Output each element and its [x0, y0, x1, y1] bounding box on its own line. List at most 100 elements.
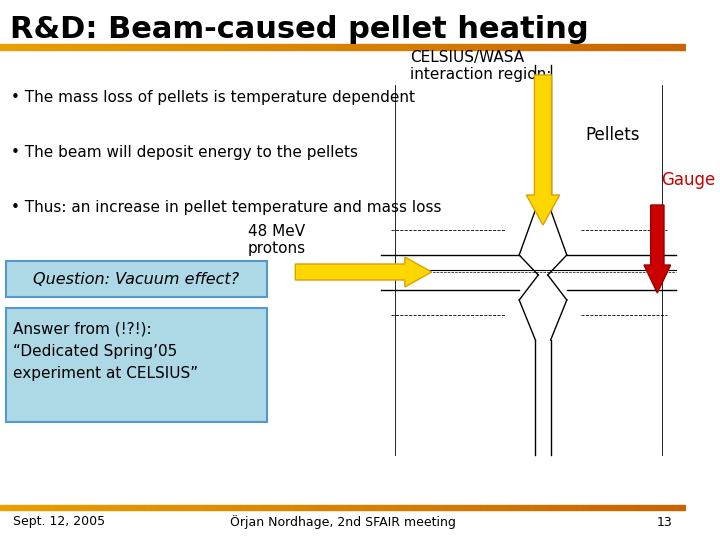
Bar — [274, 44, 282, 50]
Bar — [426, 44, 432, 50]
Bar — [391, 505, 398, 510]
Bar — [500, 505, 508, 510]
Bar — [398, 505, 405, 510]
Bar — [27, 505, 35, 510]
Text: Örjan Nordhage, 2nd SFAIR meeting: Örjan Nordhage, 2nd SFAIR meeting — [230, 515, 456, 529]
Bar — [7, 44, 14, 50]
Bar — [233, 44, 240, 50]
Bar — [329, 505, 336, 510]
Bar — [35, 44, 41, 50]
Bar — [384, 44, 391, 50]
Bar — [288, 44, 295, 50]
Bar — [343, 505, 350, 510]
Bar — [432, 505, 439, 510]
Bar — [514, 505, 521, 510]
Bar — [226, 505, 233, 510]
Bar — [21, 505, 27, 510]
Bar — [570, 44, 576, 50]
Bar — [261, 44, 268, 50]
FancyArrow shape — [295, 257, 431, 287]
FancyArrow shape — [644, 205, 670, 293]
Bar — [96, 44, 103, 50]
Bar — [199, 505, 206, 510]
Bar — [576, 44, 583, 50]
Text: • The mass loss of pellets is temperature dependent: • The mass loss of pellets is temperatur… — [12, 90, 415, 105]
Bar — [41, 44, 48, 50]
Bar — [302, 505, 309, 510]
Bar — [659, 44, 665, 50]
Bar — [514, 44, 521, 50]
Bar — [220, 505, 226, 510]
Bar — [151, 505, 158, 510]
Bar — [144, 505, 151, 510]
Bar — [398, 44, 405, 50]
Bar — [68, 505, 76, 510]
Bar — [473, 44, 480, 50]
Bar — [446, 505, 453, 510]
Bar — [103, 44, 109, 50]
Bar — [247, 505, 253, 510]
Bar — [55, 44, 62, 50]
Bar — [528, 44, 535, 50]
Bar — [35, 505, 41, 510]
Bar — [309, 505, 315, 510]
Bar — [123, 505, 130, 510]
Bar — [659, 505, 665, 510]
Bar — [82, 44, 89, 50]
Bar — [253, 505, 261, 510]
Bar — [487, 44, 494, 50]
Bar — [453, 44, 459, 50]
Bar — [418, 44, 426, 50]
Bar — [21, 44, 27, 50]
Bar — [679, 505, 686, 510]
Bar — [27, 44, 35, 50]
Bar — [576, 505, 583, 510]
Bar — [192, 505, 199, 510]
Bar — [138, 505, 144, 510]
Bar — [377, 44, 384, 50]
Bar — [323, 505, 329, 510]
Bar — [151, 44, 158, 50]
Bar — [597, 44, 603, 50]
Bar — [288, 505, 295, 510]
Bar — [315, 44, 323, 50]
Bar — [62, 505, 68, 510]
Bar — [268, 505, 274, 510]
Bar — [412, 44, 418, 50]
Bar — [192, 44, 199, 50]
Bar — [356, 505, 364, 510]
Bar — [644, 44, 652, 50]
Bar — [644, 505, 652, 510]
Bar — [467, 44, 473, 50]
Bar — [487, 505, 494, 510]
Bar — [185, 505, 192, 510]
Bar — [171, 44, 179, 50]
Bar — [542, 505, 549, 510]
Bar — [253, 44, 261, 50]
FancyBboxPatch shape — [6, 308, 266, 422]
Bar — [185, 44, 192, 50]
Text: Answer from (!?!):
“Dedicated Spring’05
experiment at CELSIUS”: Answer from (!?!): “Dedicated Spring’05 … — [14, 322, 199, 381]
Bar — [535, 505, 542, 510]
Bar — [282, 505, 288, 510]
Bar — [14, 505, 21, 510]
Bar — [130, 505, 138, 510]
Bar — [624, 44, 631, 50]
Bar — [364, 505, 370, 510]
Bar — [583, 44, 590, 50]
Bar — [220, 44, 226, 50]
FancyArrow shape — [526, 75, 559, 225]
Bar — [68, 44, 76, 50]
Bar — [631, 505, 638, 510]
Bar — [665, 505, 672, 510]
Bar — [323, 44, 329, 50]
Bar — [302, 44, 309, 50]
Bar — [611, 505, 617, 510]
Bar — [212, 44, 220, 50]
Text: CELSIUS/WASA
interaction region:: CELSIUS/WASA interaction region: — [410, 50, 551, 83]
Bar — [377, 505, 384, 510]
Bar — [274, 505, 282, 510]
Bar — [329, 44, 336, 50]
Bar — [638, 505, 644, 510]
Bar — [268, 44, 274, 50]
